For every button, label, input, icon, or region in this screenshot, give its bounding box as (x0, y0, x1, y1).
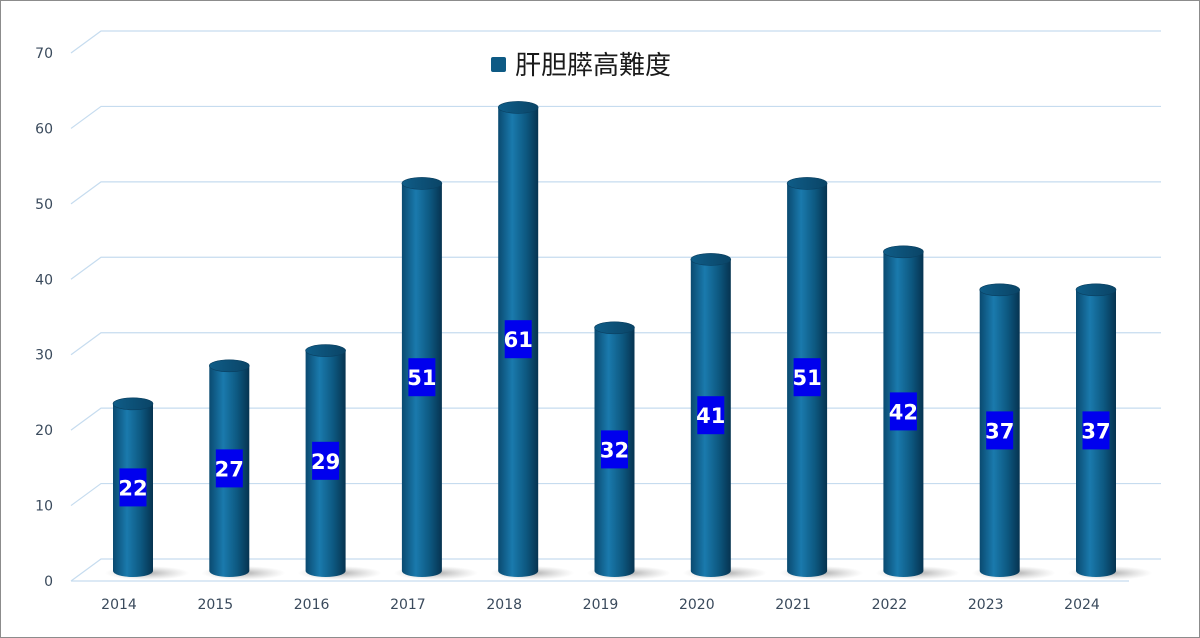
data-label-box (408, 358, 436, 397)
data-label: 41 (696, 404, 725, 428)
bar-top (690, 253, 732, 266)
y-axis: 0 10 20 30 40 50 60 70 (35, 46, 53, 590)
x-tick-label: 2019 (583, 597, 619, 613)
gridline (70, 30, 1161, 54)
bar-top (883, 245, 924, 259)
data-label: 22 (118, 476, 147, 500)
y-tick-label: 20 (35, 423, 53, 439)
data-label: 61 (504, 328, 533, 352)
bar-top (497, 101, 539, 114)
x-axis: 2014 2015 2016 2017 2018 2019 2020 2021 2022 2023… (101, 597, 1100, 613)
data-label: 27 (215, 457, 244, 481)
bars (105, 101, 1152, 580)
gridline (70, 105, 1161, 129)
x-tick-label: 2018 (486, 597, 522, 613)
legend-label: 肝胆膵高難度 (515, 51, 671, 81)
x-tick-label: 2024 (1064, 597, 1100, 613)
bar-top (401, 177, 443, 190)
bar-top (112, 397, 154, 411)
data-label: 51 (792, 366, 821, 390)
bar-top (209, 359, 250, 373)
x-tick-label: 2017 (390, 597, 426, 613)
x-tick-label: 2023 (968, 597, 1004, 613)
gridline (70, 181, 1161, 205)
data-label-box (504, 320, 532, 359)
data-label: 29 (311, 450, 340, 474)
y-tick-label: 30 (35, 348, 53, 364)
data-label-box (312, 441, 340, 480)
x-tick-label: 2016 (294, 597, 330, 613)
data-label: 51 (407, 366, 436, 390)
data-label: 42 (889, 400, 918, 424)
y-tick-label: 0 (44, 574, 53, 590)
data-label-box (697, 396, 725, 435)
y-tick-label: 60 (35, 121, 53, 137)
data-label: 37 (985, 419, 1014, 443)
data-label-box (986, 411, 1014, 450)
data-label-box (119, 468, 147, 507)
data-label-box (793, 358, 821, 397)
y-tick-label: 50 (35, 197, 53, 213)
y-tick-label: 10 (35, 499, 53, 515)
bar-top (594, 321, 635, 335)
data-labels: 22 27 29 51 61 32 41 51 42 37 37 (118, 320, 1111, 507)
y-tick-label: 70 (35, 46, 53, 62)
data-label-box (215, 449, 243, 488)
x-tick-label: 2014 (101, 597, 137, 613)
data-label-box (1082, 411, 1110, 450)
x-tick-label: 2022 (872, 597, 908, 613)
y-tick-label: 40 (35, 272, 53, 288)
x-tick-label: 2015 (197, 597, 233, 613)
data-label: 37 (1081, 419, 1110, 443)
legend-swatch (491, 57, 506, 72)
x-tick-label: 2021 (775, 597, 811, 613)
legend: 肝胆膵高難度 (491, 51, 671, 81)
x-tick-label: 2020 (679, 597, 715, 613)
bar-top (1075, 283, 1117, 297)
data-label-box (889, 392, 917, 431)
gridline (70, 256, 1161, 280)
bar-top (979, 283, 1021, 297)
gridlines (70, 30, 1161, 582)
data-label-box (601, 430, 628, 469)
bar-top (786, 177, 828, 190)
data-label: 32 (600, 438, 629, 462)
bar-top (305, 344, 346, 357)
